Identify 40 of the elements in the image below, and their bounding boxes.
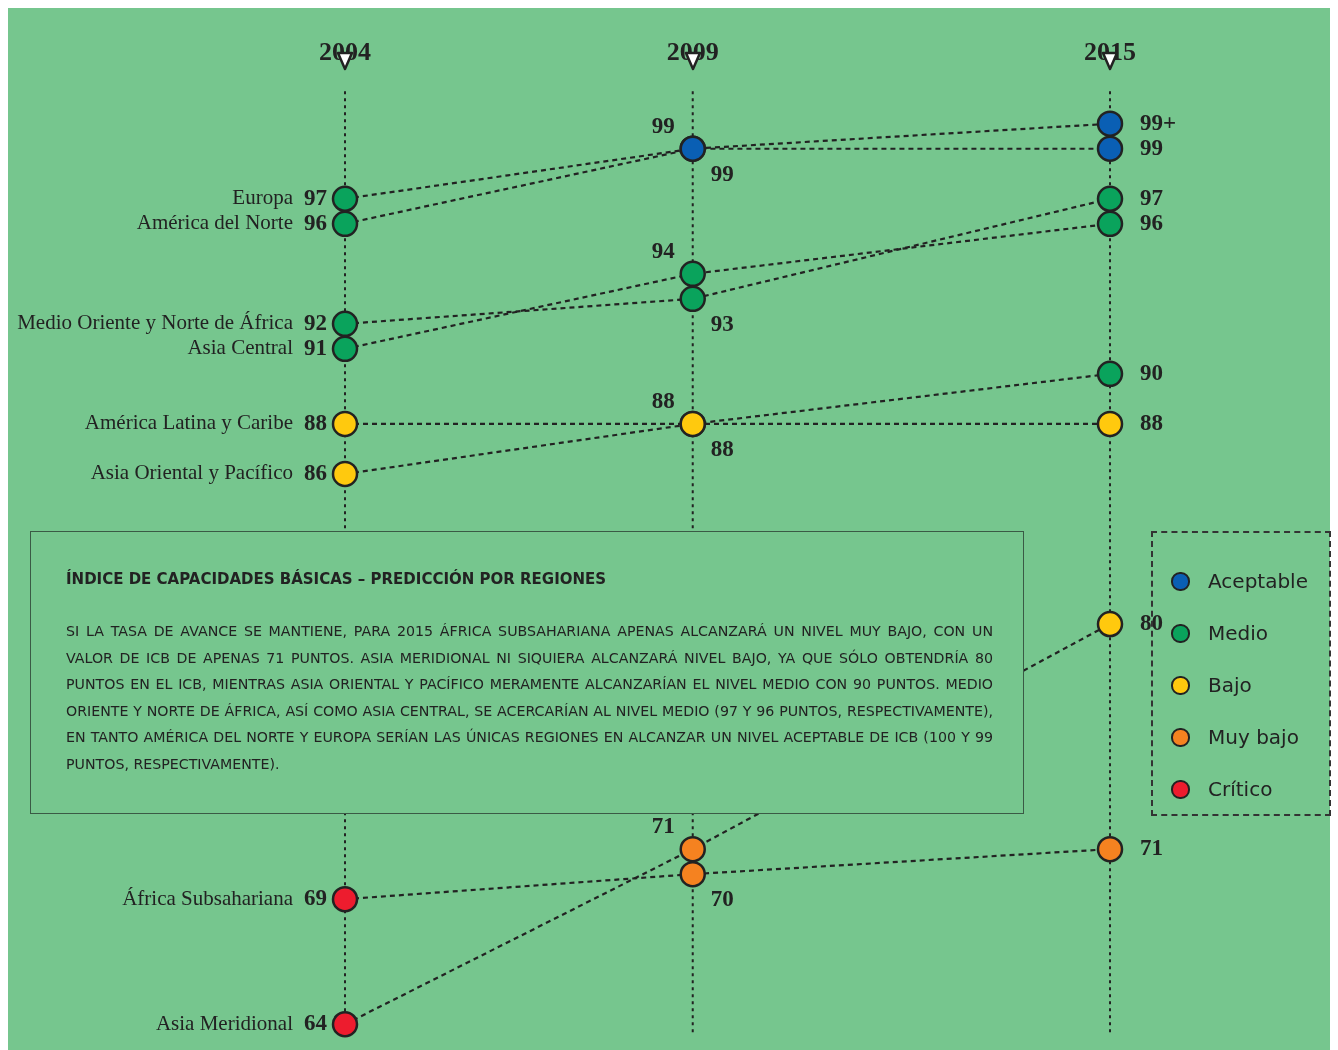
series-label: América Latina y Caribe	[84, 410, 293, 435]
data-label: 91	[304, 334, 327, 360]
data-label: 88	[710, 435, 734, 461]
legend-label: Bajo	[1208, 673, 1252, 697]
data-label: 99+	[1140, 109, 1177, 135]
data-label: 80	[1140, 609, 1163, 635]
data-label: 99	[710, 160, 734, 186]
series-label: Medio Oriente y Norte de África	[17, 310, 294, 335]
series-label: Asia Oriental y Pacífico	[90, 460, 293, 485]
data-label: 93	[710, 310, 734, 336]
data-label: 96	[304, 209, 327, 235]
data-label: 88	[651, 387, 675, 413]
series-label: Europa	[232, 185, 294, 210]
data-label: 99	[1140, 134, 1163, 160]
series-label: Asia Central	[187, 335, 294, 360]
series-label: América del Norte	[136, 210, 293, 235]
note-box: ÍNDICE DE CAPACIDADES BÁSICAS – PREDICCIÓN POR REGIONES SI LA TASA DE AVANCE SE MANTIENE, PARA 2015 ÁFRICA SUBSAHARIANA APENAS ALCANZARÁ UN NIVEL MUY BAJO, CON UN VALOR DE ICB DE APENAS 71 PUNTOS. ASIA MERIDIONAL NI SIQUIERA ALCANZARÁ NIVEL BAJO, YA QUE SÓLO OBTENDRÍA 80 PUNTOS EN EL ICB, MIENTRAS ASIA ORIENTAL Y PACÍFICO MERAMENTE ALCANZARÍAN EL NIVEL MEDIO CON 90 PUNTOS. MEDIO ORIENTE Y NORTE DE ÁFRICA, ASÍ COMO ASIA CENTRAL, SE ACERCARÍAN AL NIVEL MEDIO (97 Y 96 PUNTOS, RESPECTIVAMENTE), EN TANTO AMÉRICA DEL NORTE Y EUROPA SERÍAN LAS ÚNICAS REGIONES EN ALCANZAR UN NIVEL ACEPTABLE DE ICB (100 Y 99 PUNTOS, RESPECTIVAMENTE).	[30, 531, 1024, 814]
data-label: 97	[1140, 184, 1163, 210]
legend-label: Medio	[1208, 621, 1269, 645]
data-label: 71	[1140, 835, 1163, 861]
data-label: 88	[1140, 409, 1163, 435]
data-label: 69	[304, 885, 327, 911]
data-label: 88	[304, 409, 327, 435]
legend-label: Muy bajo	[1208, 725, 1299, 749]
data-label: 71	[651, 813, 675, 839]
data-label: 86	[304, 459, 327, 485]
annotation: SI LA TASA DE AVANCE SE MANTIENE, PARA 2015 ÁFRICA SUBSAHARIANA APENAS ALCANZARÁ UN NIVEL MUY BAJO, CON UN VALOR DE ICB DE APENAS 71 PUNTOS. ASIA MERIDIONAL NI SIQUIERA ALCANZARÁ NIVEL BAJO, YA QUE SÓLO OBTENDRÍA 80 PUNTOS EN EL ICB, MIENTRAS ASIA ORIENTAL Y PACÍFICO MERAMENTE ALCANZARÍAN EL NIVEL MEDIO CON 90 PUNTOS. MEDIO ORIENTE Y NORTE DE ÁFRICA, ASÍ COMO ASIA CENTRAL, SE ACERCARÍAN AL NIVEL MEDIO (97 Y 96 PUNTOS, RESPECTIVAMENTE), EN TANTO AMÉRICA DEL NORTE Y EUROPA SERÍAN LAS ÚNICAS REGIONES EN ALCANZAR UN NIVEL ACEPTABLE DE ICB (100 Y 99 PUNTOS, RESPECTIVAMENTE).	[66, 622, 993, 774]
text: ÍNDICE DE CAPACIDADES BÁSICAS – PREDICCIÓN POR REGIONES	[66, 570, 608, 588]
series-label: Asia Meridional	[155, 1010, 294, 1035]
data-label: 96	[1140, 209, 1163, 235]
data-label: 99	[651, 112, 675, 138]
legend-label: Aceptable	[1208, 569, 1308, 593]
data-label: 92	[304, 309, 327, 335]
data-label: 64	[304, 1010, 328, 1036]
series-label: África Subsahariana	[122, 885, 294, 910]
data-label: 94	[651, 237, 676, 263]
data-label: 90	[1140, 359, 1163, 385]
legend-label: Crítico	[1208, 777, 1273, 801]
data-label: 97	[304, 184, 327, 210]
data-label: 70	[710, 886, 734, 912]
